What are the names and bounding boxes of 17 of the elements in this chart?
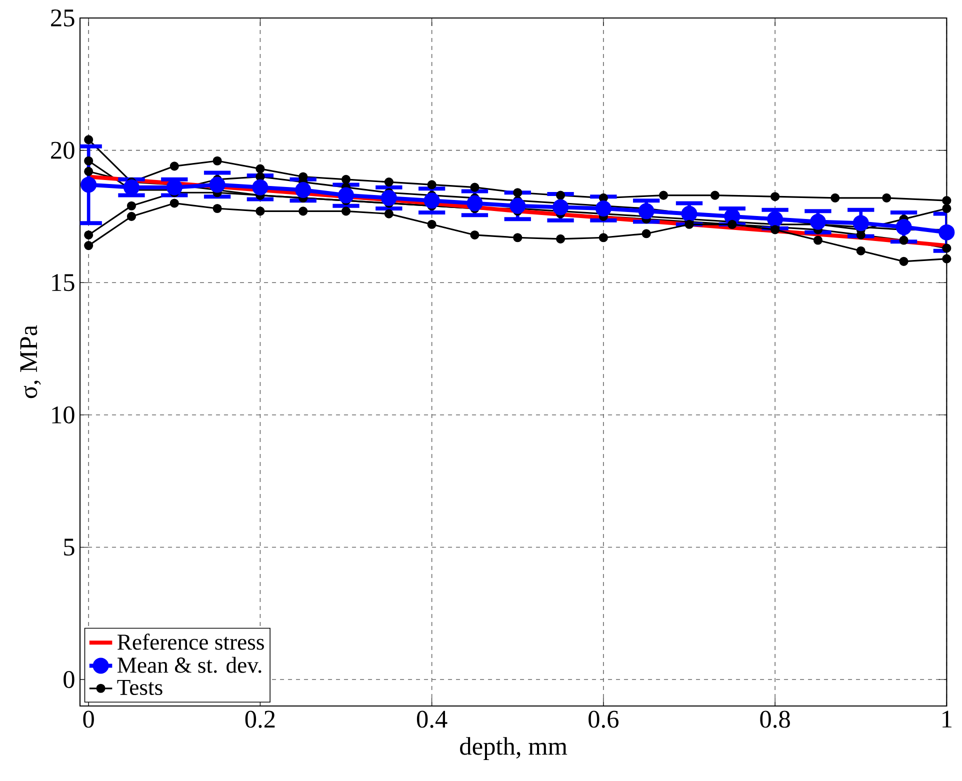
y-tick-label: 10 [52, 406, 74, 424]
legend-label: Reference stress [117, 634, 264, 650]
x-tick-label: 0.6 [588, 710, 619, 728]
y-tick-label: 0 [64, 671, 74, 688]
y-tick-label: 15 [52, 274, 74, 292]
x-tick-label: 0.8 [760, 710, 790, 728]
x-tick-label: 0.2 [245, 710, 275, 728]
x-axis-title: depth, mm [460, 737, 568, 760]
legend-label: Mean & st. dev. [117, 657, 262, 674]
x-tick-label: 0.4 [416, 710, 448, 728]
y-tick-label: 20 [51, 142, 74, 160]
y-tick-label: 25 [51, 10, 74, 27]
x-tick-label: 1 [942, 710, 952, 728]
y-tick-label: 5 [64, 538, 74, 556]
legend-label: Tests [117, 680, 162, 696]
y-axis-title: σ, MPa [20, 325, 41, 398]
x-tick-label: 0 [83, 710, 94, 728]
